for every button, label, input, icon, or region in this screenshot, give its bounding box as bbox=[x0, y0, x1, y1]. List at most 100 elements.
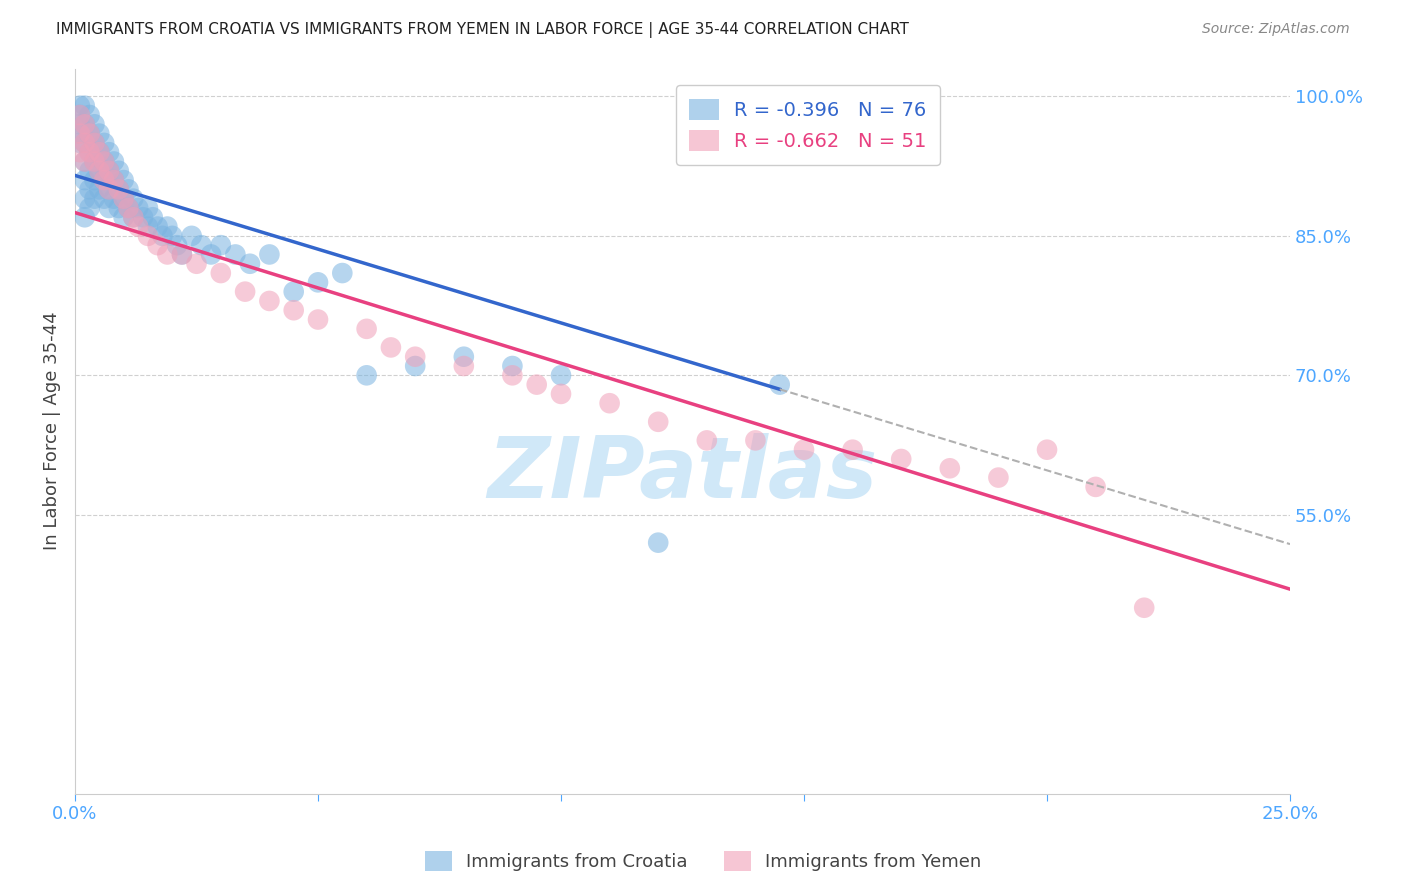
Point bbox=[890, 452, 912, 467]
Point bbox=[83, 154, 105, 169]
Point bbox=[283, 303, 305, 318]
Point bbox=[103, 192, 125, 206]
Point bbox=[224, 247, 246, 261]
Legend: R = -0.396   N = 76, R = -0.662   N = 51: R = -0.396 N = 76, R = -0.662 N = 51 bbox=[676, 86, 941, 165]
Point bbox=[170, 247, 193, 261]
Point bbox=[69, 145, 91, 160]
Point bbox=[160, 228, 183, 243]
Point bbox=[259, 247, 281, 261]
Point bbox=[112, 173, 135, 187]
Point bbox=[98, 163, 121, 178]
Point bbox=[98, 201, 121, 215]
Point bbox=[107, 182, 129, 196]
Point bbox=[103, 173, 125, 187]
Point bbox=[170, 247, 193, 261]
Point bbox=[83, 136, 105, 150]
Point bbox=[696, 434, 718, 448]
Point bbox=[89, 182, 111, 196]
Point bbox=[526, 377, 548, 392]
Point bbox=[122, 211, 145, 225]
Point bbox=[73, 136, 96, 150]
Point bbox=[501, 368, 523, 383]
Point bbox=[93, 192, 115, 206]
Point bbox=[73, 211, 96, 225]
Point bbox=[117, 201, 139, 215]
Point bbox=[83, 154, 105, 169]
Point bbox=[283, 285, 305, 299]
Point bbox=[1084, 480, 1107, 494]
Y-axis label: In Labor Force | Age 35-44: In Labor Force | Age 35-44 bbox=[44, 312, 60, 550]
Point bbox=[93, 136, 115, 150]
Point bbox=[501, 359, 523, 373]
Point bbox=[987, 470, 1010, 484]
Point bbox=[453, 350, 475, 364]
Point bbox=[93, 173, 115, 187]
Text: IMMIGRANTS FROM CROATIA VS IMMIGRANTS FROM YEMEN IN LABOR FORCE | AGE 35-44 CORR: IMMIGRANTS FROM CROATIA VS IMMIGRANTS FR… bbox=[56, 22, 910, 38]
Point bbox=[79, 182, 101, 196]
Point bbox=[89, 127, 111, 141]
Point bbox=[550, 387, 572, 401]
Point bbox=[73, 99, 96, 113]
Point bbox=[307, 312, 329, 326]
Point bbox=[103, 173, 125, 187]
Point bbox=[103, 154, 125, 169]
Point bbox=[136, 201, 159, 215]
Point bbox=[73, 154, 96, 169]
Point bbox=[136, 228, 159, 243]
Point bbox=[142, 211, 165, 225]
Point bbox=[69, 136, 91, 150]
Point bbox=[73, 192, 96, 206]
Point bbox=[83, 173, 105, 187]
Point bbox=[107, 182, 129, 196]
Point bbox=[404, 359, 426, 373]
Point bbox=[550, 368, 572, 383]
Point bbox=[166, 238, 188, 252]
Point bbox=[79, 201, 101, 215]
Point bbox=[146, 219, 169, 234]
Point bbox=[307, 276, 329, 290]
Point bbox=[89, 145, 111, 160]
Point bbox=[122, 192, 145, 206]
Point bbox=[209, 266, 232, 280]
Point bbox=[180, 228, 202, 243]
Point bbox=[356, 322, 378, 336]
Legend: Immigrants from Croatia, Immigrants from Yemen: Immigrants from Croatia, Immigrants from… bbox=[418, 844, 988, 879]
Point bbox=[98, 145, 121, 160]
Point bbox=[156, 247, 179, 261]
Point bbox=[89, 145, 111, 160]
Point bbox=[239, 257, 262, 271]
Point bbox=[1133, 600, 1156, 615]
Point bbox=[647, 535, 669, 549]
Point bbox=[79, 145, 101, 160]
Point bbox=[939, 461, 962, 475]
Point bbox=[79, 127, 101, 141]
Text: ZIPatlas: ZIPatlas bbox=[488, 434, 877, 516]
Point bbox=[83, 192, 105, 206]
Point bbox=[73, 117, 96, 131]
Point bbox=[98, 182, 121, 196]
Point bbox=[233, 285, 256, 299]
Point bbox=[79, 145, 101, 160]
Point bbox=[152, 228, 174, 243]
Point bbox=[79, 127, 101, 141]
Point bbox=[89, 163, 111, 178]
Point bbox=[73, 117, 96, 131]
Point bbox=[93, 154, 115, 169]
Point bbox=[98, 163, 121, 178]
Point bbox=[200, 247, 222, 261]
Point bbox=[841, 442, 863, 457]
Point bbox=[209, 238, 232, 252]
Point bbox=[769, 377, 792, 392]
Point bbox=[122, 211, 145, 225]
Text: Source: ZipAtlas.com: Source: ZipAtlas.com bbox=[1202, 22, 1350, 37]
Point bbox=[259, 293, 281, 308]
Point bbox=[647, 415, 669, 429]
Point bbox=[73, 136, 96, 150]
Point bbox=[793, 442, 815, 457]
Point bbox=[107, 163, 129, 178]
Point bbox=[136, 219, 159, 234]
Point bbox=[156, 219, 179, 234]
Point bbox=[599, 396, 621, 410]
Point bbox=[93, 154, 115, 169]
Point bbox=[1036, 442, 1059, 457]
